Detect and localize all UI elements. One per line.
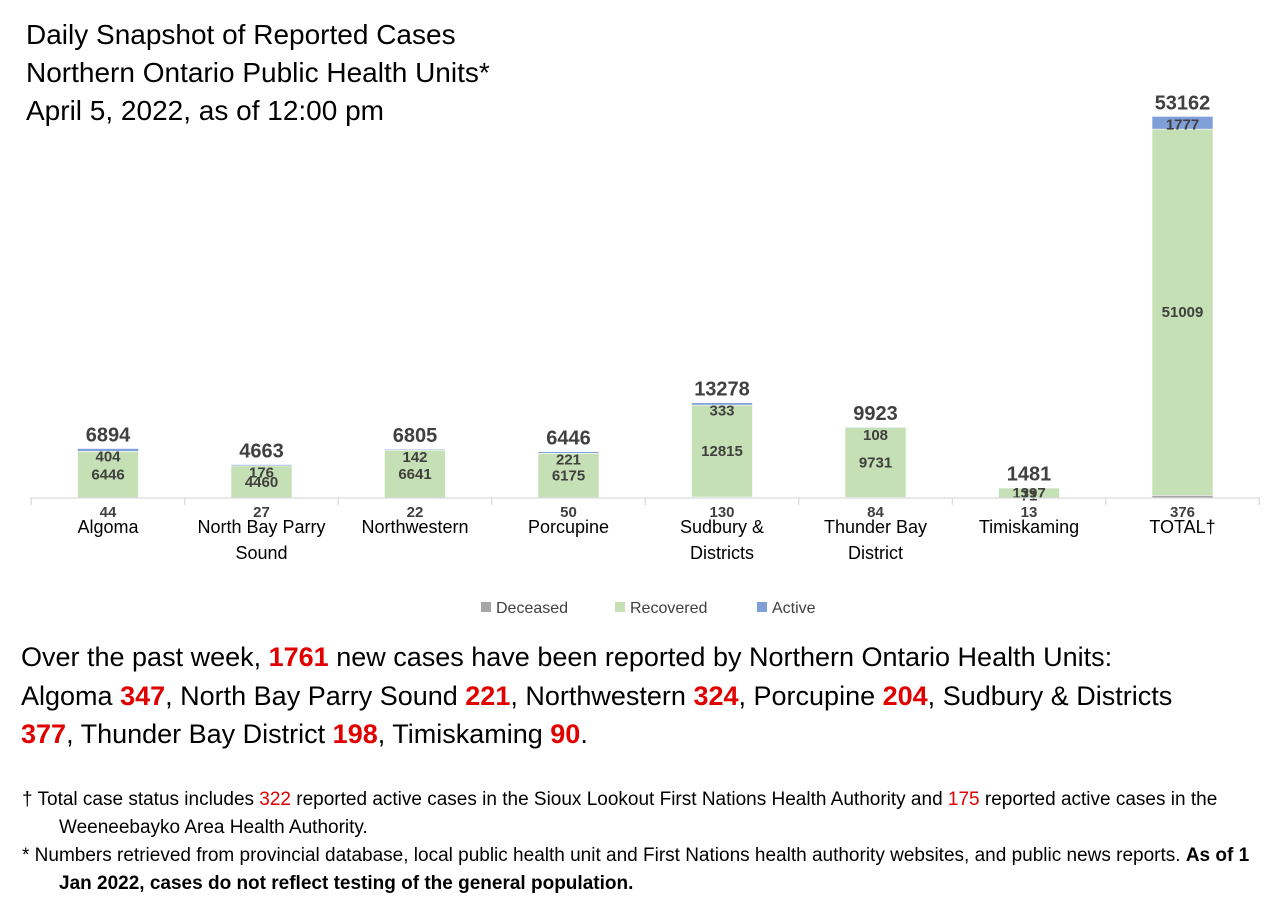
category-label-1-1: Sound (235, 543, 287, 563)
bar-active-5 (844, 426, 907, 428)
summary-item-timiskaming: Timiskaming 90. (392, 719, 588, 749)
category-label-2-0: Northwestern (361, 517, 468, 537)
bar-active-7 (1151, 116, 1214, 130)
data-label-deceased-0: 44 (100, 504, 117, 521)
bar-active-4 (691, 402, 753, 406)
total-label-0: 6894 (86, 425, 131, 447)
legend-swatch-deceased (481, 602, 491, 612)
category-label-5-0: Thunder Bay (824, 517, 927, 537)
data-label-recovered-3: 6175 (552, 467, 585, 484)
data-label-recovered-1: 4460 (245, 474, 278, 491)
total-label-3: 6446 (546, 428, 591, 450)
title-line-1: Daily Snapshot of Reported Cases (26, 19, 456, 50)
data-label-recovered-7: 51009 (1162, 304, 1204, 321)
data-label-active-6: 71 (1021, 487, 1038, 504)
data-label-active-3: 221 (556, 452, 581, 469)
bar-recovered-4 (691, 404, 753, 498)
bar-recovered-5 (844, 427, 907, 498)
data-label-active-0: 404 (95, 449, 121, 466)
data-label-deceased-7: 376 (1170, 504, 1195, 521)
bar-recovered-2 (384, 449, 446, 499)
data-label-recovered-5: 9731 (859, 454, 892, 471)
summary-item-sudbury: Sudbury & Districts 377, (21, 680, 1173, 750)
data-label-active-1: 176 (249, 465, 274, 482)
total-label-6: 1481 (1007, 463, 1052, 485)
data-label-active-5: 108 (863, 427, 888, 444)
data-label-active-4: 333 (709, 403, 734, 420)
category-label-0-0: Algoma (77, 517, 139, 537)
legend-label-active: Active (772, 600, 816, 617)
weekly-summary: Over the past week, 1761 new cases have … (21, 638, 1271, 754)
summary-item-northwestern: Northwestern 324, (525, 680, 754, 711)
data-label-deceased-1: 27 (253, 504, 270, 521)
total-label-4: 13278 (694, 379, 750, 401)
bar-recovered-7 (1151, 128, 1214, 496)
total-label-7: 53162 (1155, 92, 1211, 114)
data-label-deceased-2: 22 (407, 504, 424, 521)
category-label-6-0: Timiskaming (979, 517, 1079, 537)
summary-item-porcupine: Porcupine 204, (753, 680, 943, 711)
summary-lead: new cases have been reported by Northern… (328, 642, 1113, 672)
category-label-1-0: North Bay Parry (197, 517, 325, 537)
bar-active-6 (998, 487, 1060, 489)
summary-item-thunder-bay: Thunder Bay District 198, (80, 719, 393, 749)
total-label-5: 9923 (853, 403, 898, 425)
bar-active-1 (230, 464, 293, 467)
category-label-4-1: Districts (690, 543, 754, 563)
bar-active-0 (77, 448, 139, 452)
category-label-5-1: District (848, 543, 903, 563)
footnotes: † Total case status includes 322 reporte… (22, 786, 1262, 898)
data-label-recovered-4: 12815 (701, 443, 743, 460)
summary-intro: Over the past week, (21, 642, 269, 672)
data-label-deceased-4: 130 (709, 504, 734, 521)
legend-label-deceased: Deceased (496, 600, 568, 617)
data-label-active-7: 1777 (1166, 116, 1199, 133)
total-label-1: 4663 (239, 441, 284, 463)
footnote-star: * Numbers retrieved from provincial data… (22, 845, 1250, 894)
bar-recovered-1 (230, 465, 293, 499)
data-label-recovered-2: 6641 (398, 466, 431, 483)
total-label-2: 6805 (393, 425, 438, 447)
bar-recovered-3 (537, 453, 600, 498)
chart-title: Daily Snapshot of Reported Cases Norther… (26, 16, 490, 130)
legend-label-recovered: Recovered (630, 600, 707, 617)
data-label-recovered-0: 6446 (91, 467, 124, 484)
category-label-7-0: TOTAL† (1149, 517, 1215, 537)
category-label-4-0: Sudbury & (680, 517, 764, 537)
legend-swatch-active (757, 602, 767, 612)
summary-item-algoma: Algoma 347, (21, 680, 181, 711)
title-line-2: Northern Ontario Public Health Units* (26, 57, 490, 88)
category-label-3-0: Porcupine (528, 517, 609, 537)
data-label-active-2: 142 (402, 449, 427, 466)
legend-swatch-recovered (615, 602, 625, 612)
footnote-dagger: † Total case status includes 322 reporte… (22, 789, 1218, 838)
title-line-3: April 5, 2022, as of 12:00 pm (26, 95, 384, 126)
bar-active-3 (537, 451, 600, 454)
bar-recovered-0 (77, 451, 139, 498)
bar-active-2 (384, 448, 446, 451)
data-label-deceased-5: 84 (867, 504, 884, 521)
summary-item-north-bay: North Bay Parry Sound 221, (180, 680, 526, 711)
data-label-deceased-6: 13 (1021, 504, 1038, 521)
data-label-deceased-3: 50 (560, 504, 577, 521)
summary-total: 1761 (268, 642, 329, 672)
